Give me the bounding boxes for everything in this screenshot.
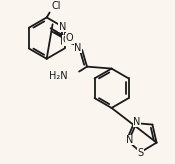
- Text: N: N: [133, 117, 141, 127]
- Text: S: S: [138, 148, 144, 158]
- Text: O: O: [62, 35, 70, 45]
- Text: N: N: [126, 135, 133, 145]
- Text: H₂N: H₂N: [49, 72, 67, 82]
- Text: O: O: [65, 33, 73, 43]
- Text: N: N: [75, 43, 82, 53]
- Text: N: N: [59, 22, 66, 32]
- Text: Cl: Cl: [52, 1, 61, 11]
